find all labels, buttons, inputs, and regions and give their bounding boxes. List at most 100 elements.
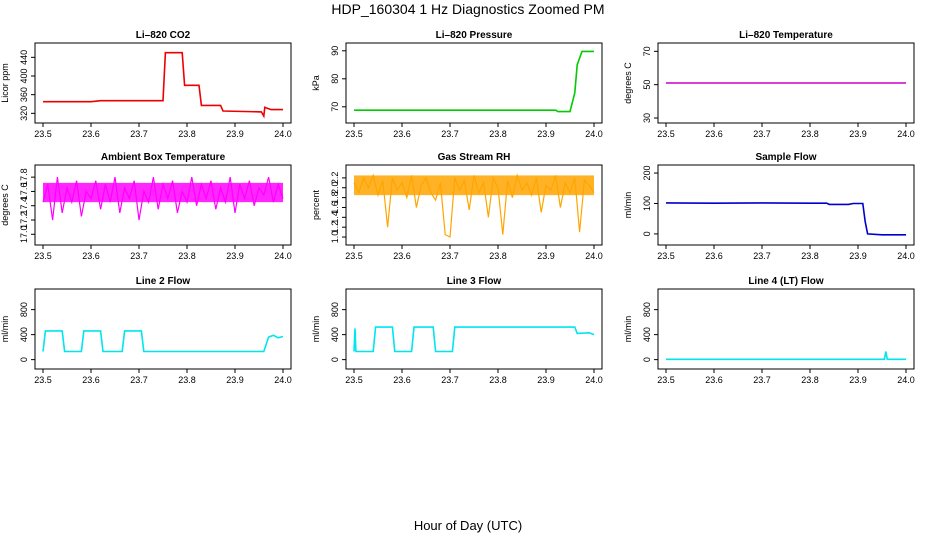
- x-tick-label: 23.9: [226, 375, 244, 385]
- x-tick-label: 24.0: [897, 375, 915, 385]
- y-tick-label: 400: [19, 68, 29, 83]
- x-tick-label: 23.8: [801, 251, 819, 261]
- x-tick-label: 24.0: [897, 251, 915, 261]
- plot-frame: [34, 164, 292, 246]
- panel-title: Line 4 (LT) Flow: [748, 276, 824, 287]
- figure-x-axis-label: Hour of Day (UTC): [413, 518, 523, 533]
- y-tick-label: 1.6: [330, 201, 340, 214]
- x-tick-label: 23.5: [345, 375, 363, 385]
- x-tick-label: 23.7: [441, 251, 459, 261]
- y-tick-label: 800: [330, 302, 340, 317]
- series-line: [43, 51, 283, 119]
- x-tick-label: 23.7: [441, 129, 459, 139]
- y-tick-label: 800: [642, 302, 652, 317]
- series-line: [42, 330, 284, 353]
- plot-frame: [657, 42, 915, 124]
- plot-frame: [345, 42, 603, 124]
- x-tick-label: 23.6: [82, 375, 100, 385]
- panel-title: Li–820 Temperature: [739, 30, 833, 41]
- x-tick-label: 23.9: [537, 251, 555, 261]
- x-tick-label: 23.5: [34, 251, 52, 261]
- series-line: [665, 202, 906, 236]
- y-tick-label: 90: [330, 46, 340, 56]
- x-tick-label: 23.7: [753, 129, 771, 139]
- x-tick-label: 23.5: [657, 251, 675, 261]
- x-tick-label: 23.7: [441, 375, 459, 385]
- y-tick-label: 2.0: [330, 181, 340, 194]
- y-tick-label: 400: [19, 327, 29, 342]
- y-tick-label: 2.2: [330, 172, 340, 185]
- panel-title: Li–820 CO2: [136, 30, 191, 41]
- y-tick-label: 320: [19, 106, 29, 121]
- x-tick-label: 23.7: [753, 251, 771, 261]
- x-tick-label: 24.0: [274, 251, 292, 261]
- y-tick-label: 440: [19, 50, 29, 65]
- x-tick-label: 23.8: [489, 251, 507, 261]
- x-tick-label: 24.0: [585, 375, 603, 385]
- y-tick-label: 360: [19, 87, 29, 102]
- x-tick-label: 24.0: [897, 129, 915, 139]
- x-tick-label: 23.9: [849, 129, 867, 139]
- x-tick-label: 23.6: [705, 375, 723, 385]
- x-tick-label: 23.7: [130, 129, 148, 139]
- y-axis-label: degrees C: [623, 62, 633, 104]
- x-tick-label: 23.8: [489, 375, 507, 385]
- y-tick-label: 70: [642, 46, 652, 56]
- x-tick-label: 23.9: [226, 129, 244, 139]
- x-tick-label: 23.8: [178, 129, 196, 139]
- plot-frame: [345, 288, 603, 370]
- figure-title: HDP_160304 1 Hz Diagnostics Zoomed PM: [331, 1, 605, 17]
- y-axis-label: ml/min: [0, 316, 10, 343]
- series-line: [353, 326, 595, 353]
- plot-frame: [34, 42, 292, 124]
- x-tick-label: 23.9: [849, 251, 867, 261]
- y-axis-label: Licor ppm: [0, 63, 10, 103]
- series-line: [666, 351, 906, 361]
- plot-frame: [657, 164, 915, 246]
- y-tick-label: 17.0: [19, 226, 29, 244]
- y-axis-label: ml/min: [311, 316, 321, 343]
- y-axis-label: kPa: [311, 75, 321, 91]
- y-tick-label: 1.8: [330, 191, 340, 204]
- y-tick-label: 0: [19, 357, 29, 362]
- x-tick-label: 23.7: [753, 375, 771, 385]
- y-tick-label: 1.0: [330, 231, 340, 244]
- x-tick-label: 23.6: [393, 375, 411, 385]
- x-tick-label: 23.6: [82, 251, 100, 261]
- panel-title: Ambient Box Temperature: [101, 152, 226, 163]
- plot-frame: [345, 164, 603, 246]
- y-axis-label: ml/min: [623, 316, 633, 343]
- series-line: [354, 50, 594, 113]
- y-tick-label: 1.4: [330, 211, 340, 224]
- panel-title: Line 3 Flow: [447, 276, 502, 287]
- x-tick-label: 23.5: [34, 129, 52, 139]
- x-tick-label: 23.5: [657, 375, 675, 385]
- x-tick-label: 24.0: [585, 129, 603, 139]
- x-tick-label: 23.6: [82, 129, 100, 139]
- y-tick-label: 0: [642, 231, 652, 236]
- x-tick-label: 23.8: [801, 375, 819, 385]
- x-tick-label: 23.6: [393, 129, 411, 139]
- y-tick-label: 200: [642, 166, 652, 181]
- x-tick-label: 23.8: [801, 129, 819, 139]
- panel-title: Sample Flow: [755, 152, 816, 163]
- x-tick-label: 24.0: [585, 251, 603, 261]
- y-tick-label: 30: [642, 113, 652, 123]
- y-tick-label: 100: [642, 196, 652, 211]
- x-tick-label: 24.0: [274, 129, 292, 139]
- y-tick-label: 1.2: [330, 221, 340, 234]
- panel-title: Li–820 Pressure: [436, 30, 513, 41]
- y-tick-label: 17.6: [19, 183, 29, 201]
- y-tick-label: 17.8: [19, 168, 29, 186]
- y-tick-label: 800: [19, 302, 29, 317]
- chart-panel-9: Line 4 (LT) Flow ml/min 23.5 23.6 23.7 23.8 23…: [623, 276, 915, 385]
- chart-panel-1: Li–820 CO2 Licor ppm 23.5 23.6 23.7 23.8 23.9 2…: [0, 30, 292, 139]
- x-tick-label: 23.8: [178, 375, 196, 385]
- x-tick-label: 23.7: [130, 251, 148, 261]
- x-tick-label: 23.8: [178, 251, 196, 261]
- y-tick-label: 0: [330, 357, 340, 362]
- x-tick-label: 24.0: [274, 375, 292, 385]
- series-line: [42, 176, 284, 221]
- chart-panel-7: Line 2 Flow ml/min 23.5 23.6 23.7 23.8 23.9 24.…: [0, 276, 292, 385]
